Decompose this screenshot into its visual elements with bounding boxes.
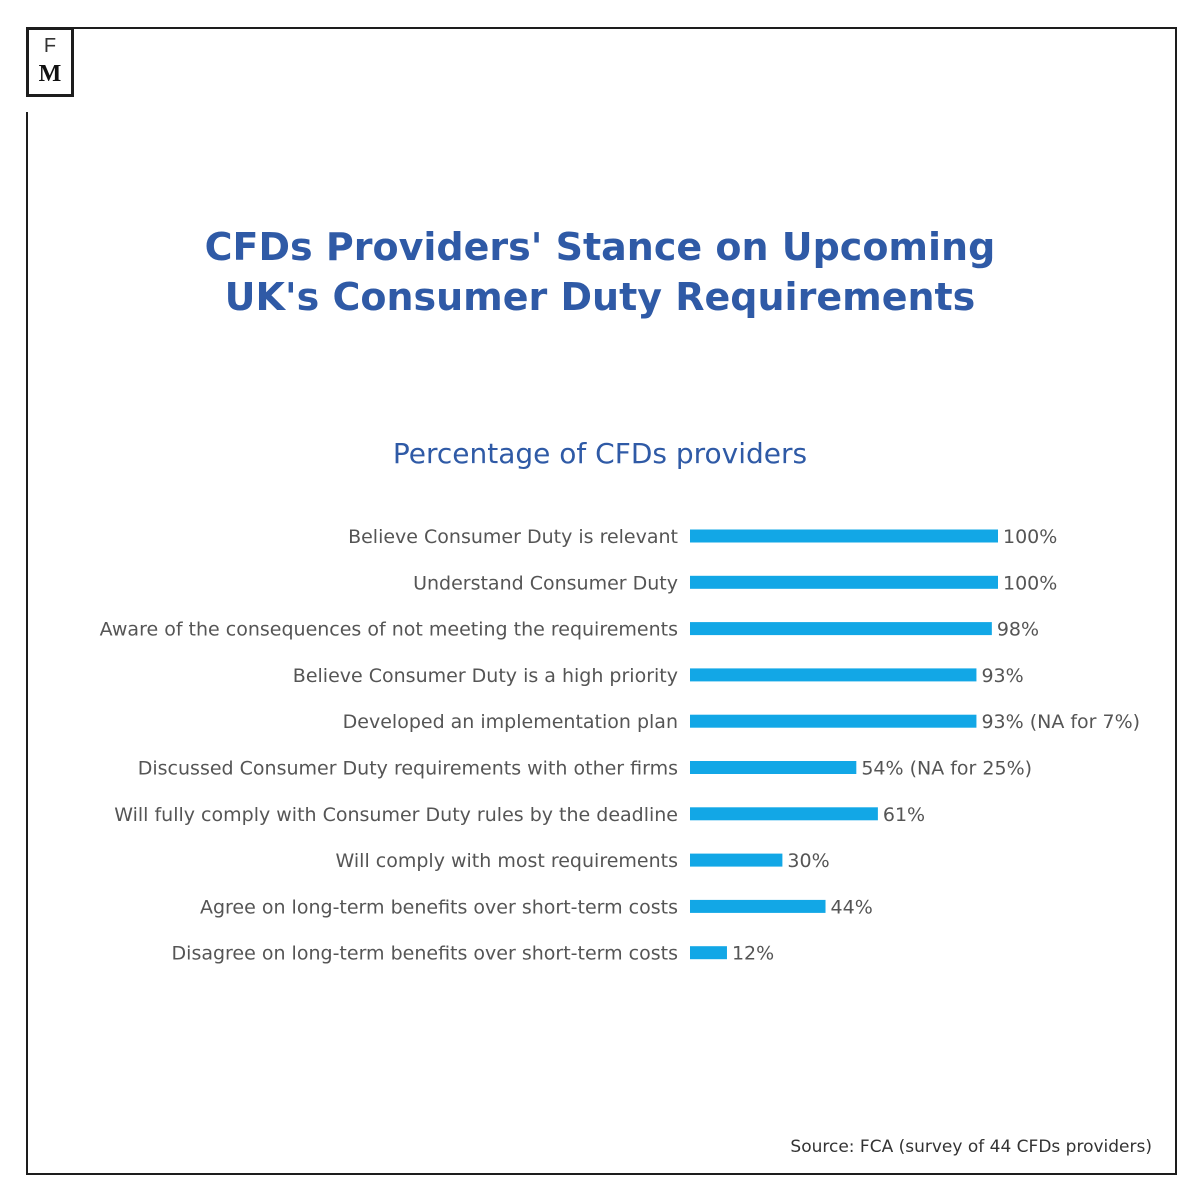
value-label: 61%	[883, 804, 925, 826]
bar	[690, 622, 992, 636]
chart-subtitle: Percentage of CFDs providers	[392, 437, 808, 470]
category-label: Aware of the consequences of not meeting…	[100, 619, 678, 641]
bar	[690, 899, 826, 913]
frame-right-border	[1175, 27, 1177, 1175]
bar-chart: Believe Consumer Duty is relevant 100% Und…	[100, 526, 1140, 965]
category-label: Disagree on long-term benefits over shor…	[172, 943, 678, 965]
value-label: 93% (NA for 7%)	[981, 711, 1140, 733]
bar	[690, 575, 998, 589]
frame-bottom-border	[26, 1173, 1177, 1175]
logo-letter-m: M	[38, 61, 62, 87]
category-label: Discussed Consumer Duty requirements wit…	[138, 758, 678, 780]
value-label: 44%	[831, 896, 873, 918]
chart-title-line-1: CFDs Providers' Stance on Upcoming	[204, 225, 996, 269]
category-label: Agree on long-term benefits over short-t…	[200, 896, 678, 918]
logo-letter-f: F	[43, 35, 57, 57]
bar	[690, 946, 727, 960]
value-label: 54% (NA for 25%)	[861, 758, 1032, 780]
value-label: 100%	[1003, 526, 1057, 548]
bar	[690, 761, 857, 774]
bar	[690, 853, 783, 867]
chart-title-line-2: UK's Consumer Duty Requirements	[224, 275, 976, 319]
logo-box: F M	[26, 27, 74, 97]
category-label: Believe Consumer Duty is relevant	[348, 526, 678, 548]
frame-top-border	[72, 27, 1177, 29]
bar	[690, 668, 977, 682]
category-label: Understand Consumer Duty	[413, 572, 678, 594]
value-label: 100%	[1003, 572, 1057, 594]
value-label: 98%	[997, 619, 1039, 641]
value-label: 30%	[787, 850, 829, 872]
bar	[690, 807, 878, 821]
bar	[690, 714, 977, 728]
category-label: Will fully comply with Consumer Duty rul…	[114, 804, 678, 826]
category-label: Will comply with most requirements	[336, 850, 678, 872]
chart-title: CFDs Providers' Stance on Upcoming UK's …	[0, 222, 1200, 322]
source-note: Source: FCA (survey of 44 CFDs providers…	[790, 1137, 1152, 1157]
category-label: Developed an implementation plan	[343, 711, 678, 733]
frame-left-border	[26, 112, 28, 1175]
bar	[690, 529, 998, 543]
value-label: 93%	[981, 665, 1023, 687]
category-label: Believe Consumer Duty is a high priority	[293, 665, 678, 687]
value-label: 12%	[732, 943, 774, 965]
